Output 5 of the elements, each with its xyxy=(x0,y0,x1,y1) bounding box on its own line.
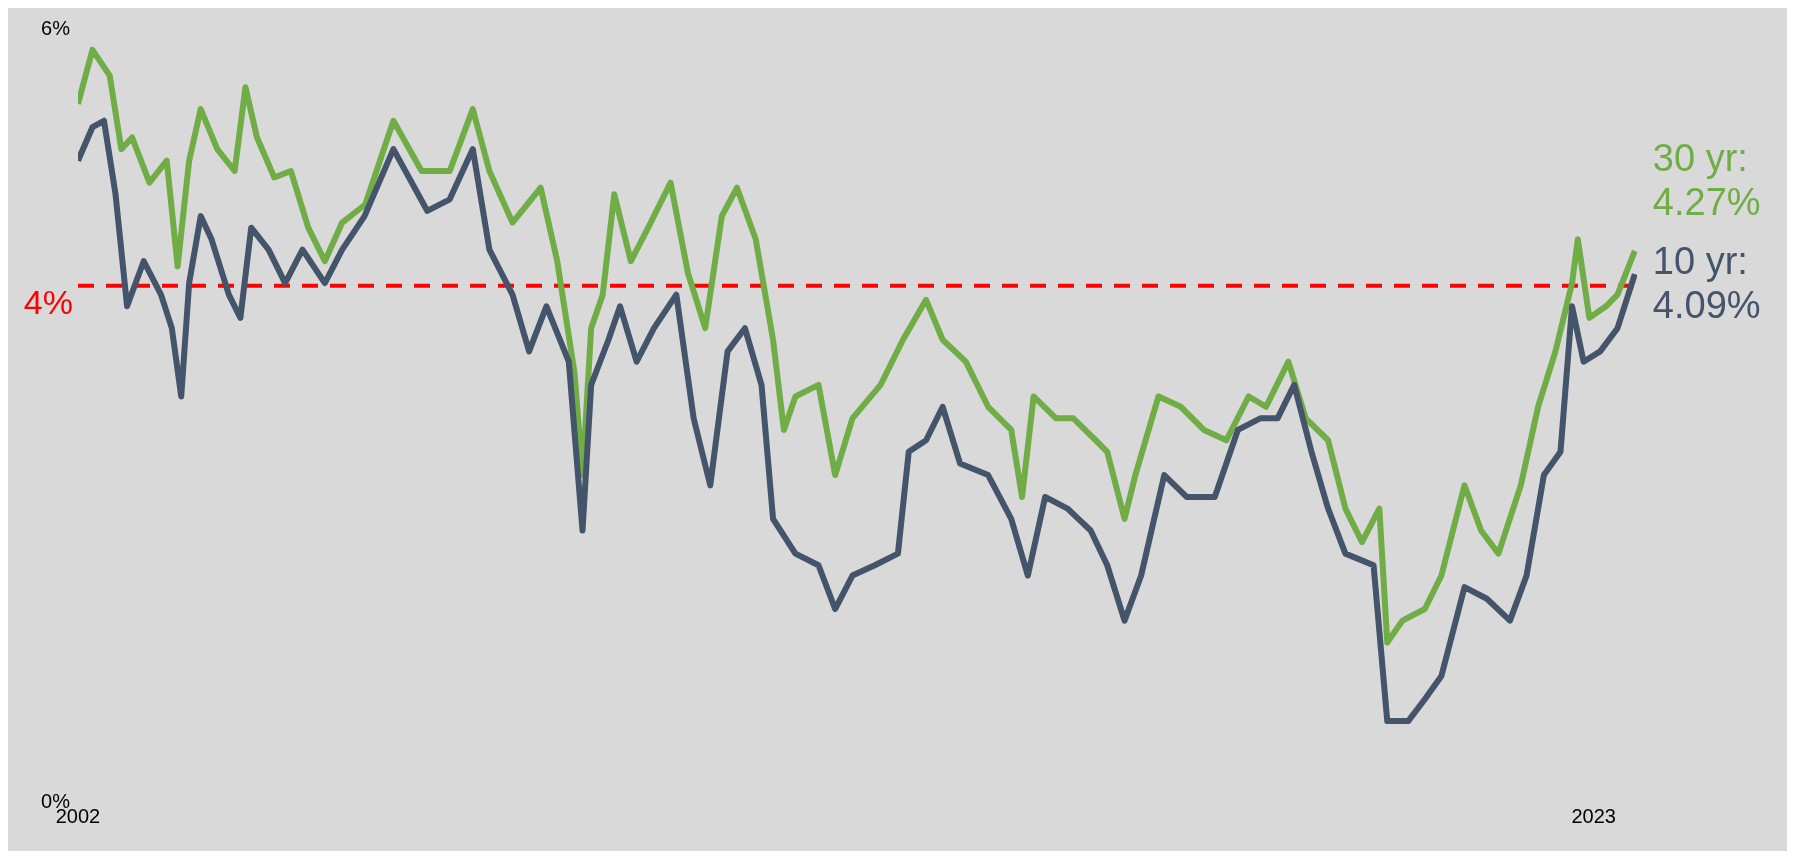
ref-line-label: 4% xyxy=(23,282,73,321)
x-tick-label: 2023 xyxy=(1571,805,1616,828)
annotation: 30 yr: 4.27% xyxy=(1652,136,1761,223)
annotation: 10 yr: 4.09% xyxy=(1652,240,1761,327)
y-tick-label: 6% xyxy=(41,17,71,40)
